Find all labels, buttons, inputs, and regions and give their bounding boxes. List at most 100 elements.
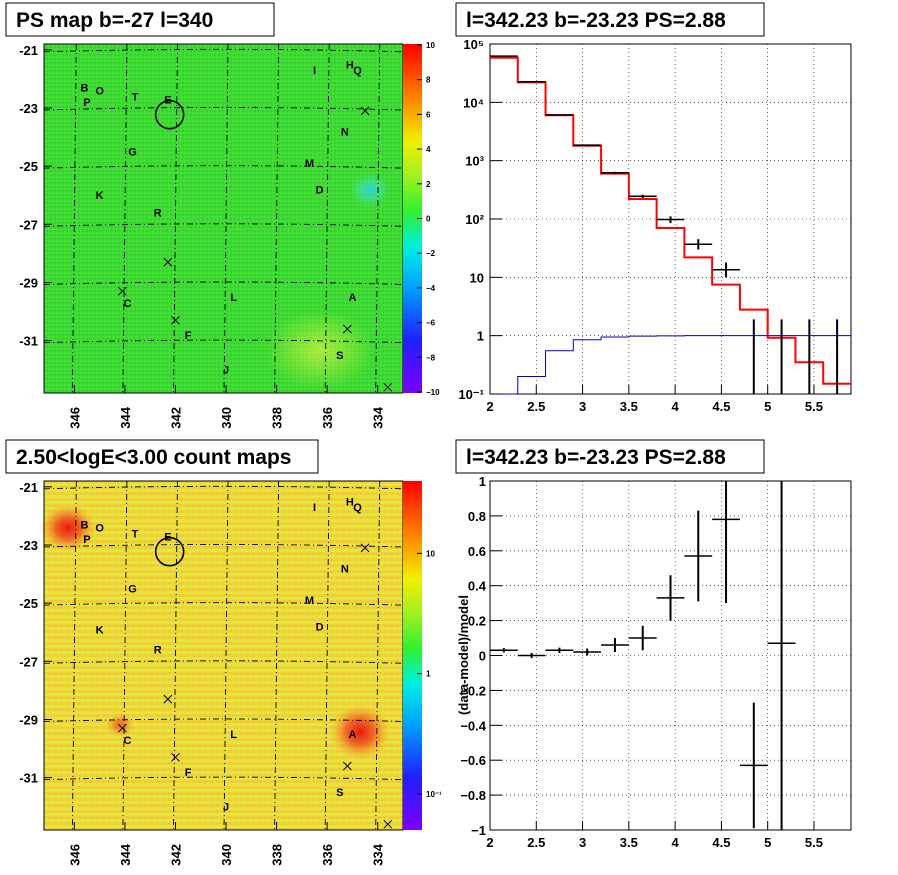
ps-colorbar-tick-label: −4 (426, 284, 436, 293)
ps-map-light-region (265, 310, 375, 390)
cnt-x-tick-label: 338 (270, 844, 285, 866)
ps-source-label-J: J (223, 365, 229, 377)
cnt-colorbar-tick-label: 1 (426, 670, 431, 679)
cnt-source-label-M: M (305, 595, 314, 607)
residual-x-tick-label: 5.5 (805, 835, 823, 850)
ps-x-tick-label: 334 (371, 406, 386, 428)
ps-cross-marker-4 (343, 324, 352, 334)
spectrum-y-tick-label: 10² (465, 212, 484, 227)
ps-x-tick-label: 344 (118, 406, 133, 428)
cnt-source-label-K: K (96, 624, 104, 636)
count-colorbar (403, 481, 422, 830)
residual-y-tick-label: 0 (479, 649, 486, 664)
ps-grid-longitude-342 (173, 43, 178, 394)
ps-colorbar-tick-label: −6 (426, 319, 436, 328)
ps-colorbar-tick-label: 6 (426, 110, 431, 119)
ps-y-tick-label: -27 (19, 217, 38, 232)
residual-title-box (455, 439, 765, 474)
cnt-source-label-N: N (341, 563, 349, 575)
ps-y-tick-label: -31 (19, 334, 38, 349)
spectrum-x-tick-label: 4 (672, 399, 680, 414)
residual-x-tick-label: 3 (579, 835, 586, 850)
ps-grid-longitude-346 (71, 43, 77, 394)
ps-source-label-L: L (230, 292, 237, 304)
ps-map-x-axis: 346 344 342 340 338 336 334 (67, 385, 386, 429)
ps-colorbar-tick-label: 2 (426, 180, 431, 189)
cnt-y-tick-label: -21 (19, 480, 38, 495)
residual-y-tick-label: 0.2 (468, 614, 486, 629)
cnt-grid-longitude-338 (274, 480, 280, 831)
cnt-source-label-L: L (230, 729, 237, 741)
residual-x-tick-label: 2 (486, 835, 493, 850)
cnt-colorbar-tick-label: 10 (426, 549, 435, 558)
ps-cross-marker-1 (163, 257, 173, 267)
spectrum-x-tick-label: 2.5 (527, 399, 545, 414)
residual-x-tick-label: 3.5 (620, 835, 638, 850)
ps-colorbar-tick-label: −10 (426, 388, 440, 397)
residual-y-tick-label: −1 (471, 823, 486, 838)
cnt-cross-marker-4 (343, 761, 352, 771)
ps-source-label-R: R (154, 208, 162, 220)
count-map-plot-area (44, 481, 403, 830)
residual-y-tick-label: 0.8 (468, 509, 486, 524)
cnt-source-label-F: F (185, 767, 192, 779)
cnt-grid-longitude-340 (223, 480, 229, 831)
count-map-coordinate-grid (43, 480, 404, 831)
cnt-colorbar-tick-label: 10⁻¹ (426, 790, 442, 799)
spectrum-y-tick-label: 10 (470, 270, 484, 285)
cnt-source-label-J: J (223, 802, 229, 814)
ps-colorbar-tick-label: 8 (426, 76, 431, 85)
cnt-source-label-R: R (154, 645, 162, 657)
ps-x-tick-label: 338 (270, 407, 285, 429)
ps-grid-longitude-334 (375, 43, 381, 394)
residual-x-tick-label: 4.5 (712, 835, 730, 850)
cnt-source-label-A: A (348, 729, 356, 741)
cnt-source-label-G: G (128, 584, 137, 596)
ps-colorbar-tick-label: 4 (426, 145, 431, 154)
count-colorbar-ticks: 10 1 10⁻¹ (417, 549, 442, 799)
residual-y-tick-label: −0.4 (460, 718, 486, 733)
cnt-cross-marker-3 (171, 752, 180, 762)
cnt-source-label-P: P (83, 534, 90, 546)
cnt-cross-marker-6 (383, 819, 393, 829)
ps-source-label-Q: Q (353, 65, 362, 77)
ps-cross-marker-6 (383, 382, 393, 392)
residual-y-tick-label: 0.4 (468, 579, 487, 594)
ps-source-label-M: M (305, 158, 314, 170)
cnt-y-tick-label: -23 (19, 538, 38, 553)
spectrum-y-tick-label: 10⁻¹ (458, 387, 484, 402)
cnt-source-label-O: O (95, 523, 104, 535)
cnt-y-tick-label: -25 (19, 596, 38, 611)
ps-source-label-D: D (316, 184, 324, 196)
spectrum-x-tick-label: 5 (764, 399, 771, 414)
ps-source-label-A: A (348, 292, 356, 304)
residual-panel: 2 2.5 3 3.5 4 4.5 5 5.5 −1 −0.8 −0.6 −0.4 −0.2 0 0.2 0.… (455, 439, 852, 850)
ps-source-label-G: G (128, 147, 137, 159)
count-map-blob-b (40, 504, 96, 552)
residual-y-tick-label: 0.6 (468, 544, 486, 559)
ps-source-label-T: T (132, 91, 139, 103)
cnt-x-tick-label: 336 (320, 844, 335, 866)
residual-y-tick-label: −0.8 (460, 788, 486, 803)
spectrum-panel: 2 2.5 3 3.5 4 4.5 5 5.5 10⁻¹ 1 10 10² 10³ 10⁴ 10⁵ l=34… (455, 2, 852, 414)
cnt-source-label-H: H (346, 496, 354, 508)
cnt-source-label-I: I (313, 502, 316, 514)
cnt-x-tick-label: 340 (219, 844, 234, 866)
spectrum-x-tick-label: 2 (486, 399, 493, 414)
cnt-grid-longitude-336 (324, 480, 330, 831)
ps-grid-longitude-344 (122, 43, 128, 394)
ps-colorbar (403, 44, 422, 393)
ps-y-tick-label: -21 (19, 43, 38, 58)
ps-source-label-K: K (96, 190, 104, 202)
ps-colorbar-tick-label: 10 (426, 41, 435, 50)
cnt-grid-longitude-344 (122, 480, 128, 831)
ps-source-label-I: I (313, 65, 316, 77)
ps-source-label-S: S (336, 350, 343, 362)
ps-source-label-N: N (341, 126, 349, 138)
spectrum-y-tick-label: 10⁴ (463, 95, 484, 110)
cnt-grid-longitude-334 (375, 480, 381, 831)
spectrum-axes: 2 2.5 3 3.5 4 4.5 5 5.5 10⁻¹ 1 10 10² 10³ 10⁴ 10⁵ (458, 37, 823, 414)
